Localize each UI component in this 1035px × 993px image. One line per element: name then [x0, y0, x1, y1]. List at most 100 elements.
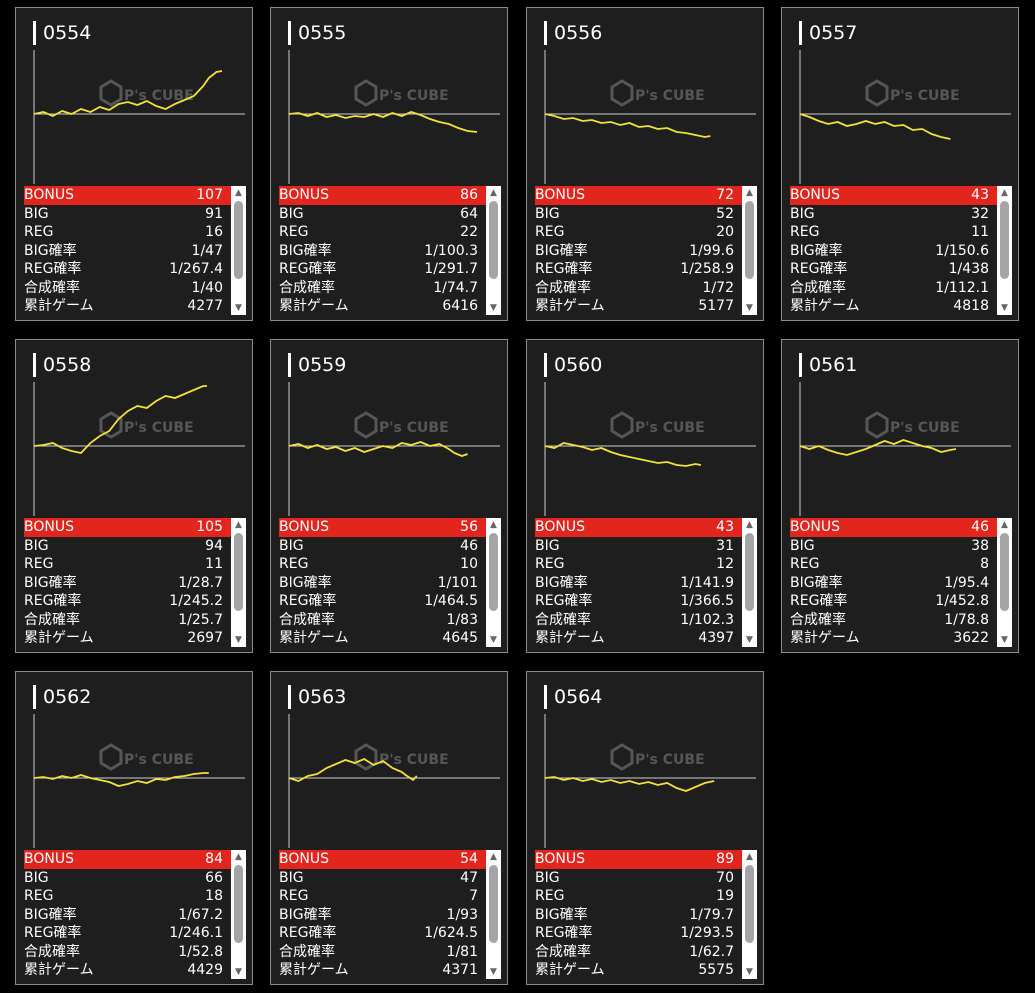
- stat-row-games: 累計ゲーム 5177: [535, 297, 742, 316]
- stat-label: BIG: [790, 537, 815, 554]
- triangle-up-icon[interactable]: ▲: [746, 188, 753, 198]
- triangle-down-icon[interactable]: ▼: [746, 967, 753, 977]
- stat-value: 1/102.3: [680, 611, 734, 628]
- stats-scrollbar[interactable]: ▲ ▼: [231, 850, 246, 979]
- stat-label: BONUS: [279, 851, 329, 867]
- machine-number[interactable]: 0562: [33, 685, 91, 709]
- stat-row-bonus: BONUS 43: [790, 186, 997, 205]
- triangle-up-icon[interactable]: ▲: [1001, 188, 1008, 198]
- triangle-down-icon[interactable]: ▼: [746, 635, 753, 645]
- triangle-up-icon[interactable]: ▲: [746, 520, 753, 530]
- stat-row-big-rate: BIG確率 1/79.7: [535, 906, 742, 925]
- stat-row-big-rate: BIG確率 1/101: [279, 574, 486, 593]
- cube-logo-icon: P's CUBE: [610, 411, 705, 439]
- stat-label: BIG: [535, 537, 560, 554]
- stats-scrollbar[interactable]: ▲ ▼: [486, 518, 501, 647]
- graph-line: [288, 441, 468, 457]
- stat-value: 1/72: [702, 279, 734, 296]
- triangle-up-icon[interactable]: ▲: [235, 188, 242, 198]
- scrollbar-thumb[interactable]: [489, 533, 498, 611]
- stat-label: BIG確率: [279, 906, 332, 923]
- triangle-down-icon[interactable]: ▼: [235, 635, 242, 645]
- machine-card-0560[interactable]: 0560 P's CUBE BONUS 43 BIG 31 REG 12 BIG確率 1/141.…: [526, 339, 764, 653]
- machine-number[interactable]: 0554: [33, 21, 91, 45]
- stat-label: BONUS: [24, 851, 74, 867]
- stat-value: 6416: [442, 298, 478, 314]
- scrollbar-thumb[interactable]: [489, 865, 498, 943]
- stat-row-bonus: BONUS 89: [535, 850, 742, 869]
- machine-card-0563[interactable]: 0563 P's CUBE BONUS 54 BIG 47 REG 7 BIG確率 1/93 REG…: [270, 671, 508, 985]
- stats-scrollbar[interactable]: ▲ ▼: [486, 850, 501, 979]
- triangle-down-icon[interactable]: ▼: [1001, 303, 1008, 313]
- scrollbar-thumb[interactable]: [234, 865, 243, 943]
- stats-scrollbar[interactable]: ▲ ▼: [742, 518, 757, 647]
- machine-number[interactable]: 0563: [288, 685, 346, 709]
- machine-card-0556[interactable]: 0556 P's CUBE BONUS 72 BIG 52 REG 20 BIG確率 1/99.6…: [526, 7, 764, 321]
- triangle-up-icon[interactable]: ▲: [746, 852, 753, 862]
- stats-scrollbar[interactable]: ▲ ▼: [742, 850, 757, 979]
- machine-number[interactable]: 0564: [544, 685, 602, 709]
- cube-logo-icon: P's CUBE: [354, 79, 449, 107]
- stat-value: 11: [205, 556, 223, 572]
- triangle-down-icon[interactable]: ▼: [1001, 635, 1008, 645]
- machine-card-0557[interactable]: 0557 P's CUBE BONUS 43 BIG 32 REG 11 BIG確率 1/150.…: [781, 7, 1019, 321]
- graph-line: [33, 70, 223, 117]
- machine-number[interactable]: 0557: [799, 21, 857, 45]
- triangle-down-icon[interactable]: ▼: [490, 635, 497, 645]
- machine-card-0559[interactable]: 0559 P's CUBE BONUS 56 BIG 46 REG 10 BIG確率 1/101 R…: [270, 339, 508, 653]
- triangle-up-icon[interactable]: ▲: [490, 188, 497, 198]
- stat-label: REG確率: [24, 925, 82, 941]
- scrollbar-thumb[interactable]: [234, 201, 243, 279]
- machine-number[interactable]: 0561: [799, 353, 857, 377]
- watermark-text: P's CUBE: [124, 420, 194, 436]
- stat-label: REG: [24, 224, 54, 240]
- scrollbar-thumb[interactable]: [745, 533, 754, 611]
- triangle-up-icon[interactable]: ▲: [235, 852, 242, 862]
- machine-card-0554[interactable]: 0554 P's CUBE BONUS 107 BIG 91 REG 16 BIG確率 1/47 R…: [15, 7, 253, 321]
- scrollbar-thumb[interactable]: [234, 533, 243, 611]
- stat-label: REG確率: [279, 261, 337, 277]
- stats-scrollbar[interactable]: ▲ ▼: [997, 186, 1012, 315]
- machine-card-0561[interactable]: 0561 P's CUBE BONUS 46 BIG 38 REG 8 BIG確率 1/95.4 R…: [781, 339, 1019, 653]
- scrollbar-thumb[interactable]: [1000, 533, 1009, 611]
- stat-row-big-rate: BIG確率 1/150.6: [790, 242, 997, 261]
- machine-card-0562[interactable]: 0562 P's CUBE BONUS 84 BIG 66 REG 18 BIG確率 1/67.2…: [15, 671, 253, 985]
- machine-card-0558[interactable]: 0558 P's CUBE BONUS 105 BIG 94 REG 11 BIG確率 1/28.…: [15, 339, 253, 653]
- machine-number[interactable]: 0555: [288, 21, 346, 45]
- stat-value: 1/141.9: [680, 574, 734, 591]
- machine-number[interactable]: 0559: [288, 353, 346, 377]
- machine-number[interactable]: 0560: [544, 353, 602, 377]
- triangle-up-icon[interactable]: ▲: [1001, 520, 1008, 530]
- machine-number[interactable]: 0556: [544, 21, 602, 45]
- stat-label: BIG確率: [790, 242, 843, 259]
- triangle-up-icon[interactable]: ▲: [490, 852, 497, 862]
- stats-scrollbar[interactable]: ▲ ▼: [486, 186, 501, 315]
- stat-row-big: BIG 64: [279, 205, 486, 224]
- triangle-up-icon[interactable]: ▲: [235, 520, 242, 530]
- stat-value: 46: [460, 537, 478, 554]
- scrollbar-thumb[interactable]: [745, 201, 754, 279]
- scrollbar-thumb[interactable]: [745, 865, 754, 943]
- stat-label: BONUS: [24, 519, 74, 535]
- triangle-down-icon[interactable]: ▼: [490, 303, 497, 313]
- stats-scrollbar[interactable]: ▲ ▼: [231, 186, 246, 315]
- triangle-down-icon[interactable]: ▼: [746, 303, 753, 313]
- slump-graph: P's CUBE: [33, 714, 245, 848]
- scrollbar-thumb[interactable]: [489, 201, 498, 279]
- triangle-down-icon[interactable]: ▼: [235, 303, 242, 313]
- machine-card-0555[interactable]: 0555 P's CUBE BONUS 86 BIG 64 REG 22 BIG確率 1/100.…: [270, 7, 508, 321]
- cube-logo-icon: P's CUBE: [865, 411, 960, 439]
- graph-line: [33, 772, 209, 787]
- stats-scrollbar[interactable]: ▲ ▼: [231, 518, 246, 647]
- machine-number[interactable]: 0558: [33, 353, 91, 377]
- stat-value: 91: [205, 205, 223, 222]
- triangle-up-icon[interactable]: ▲: [490, 520, 497, 530]
- stats-scrollbar[interactable]: ▲ ▼: [742, 186, 757, 315]
- cube-logo-icon: P's CUBE: [354, 411, 449, 439]
- stats-scrollbar[interactable]: ▲ ▼: [997, 518, 1012, 647]
- triangle-down-icon[interactable]: ▼: [490, 967, 497, 977]
- machine-card-0564[interactable]: 0564 P's CUBE BONUS 89 BIG 70 REG 19 BIG確率 1/79.7…: [526, 671, 764, 985]
- scrollbar-thumb[interactable]: [1000, 201, 1009, 279]
- triangle-down-icon[interactable]: ▼: [235, 967, 242, 977]
- slump-graph: P's CUBE: [799, 50, 1011, 184]
